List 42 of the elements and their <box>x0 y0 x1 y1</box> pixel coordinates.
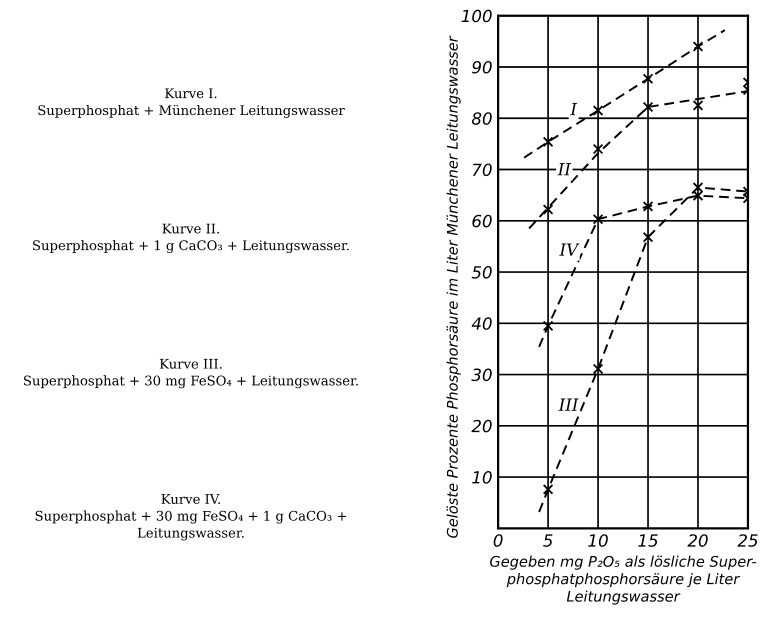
x-tick-label: 20 <box>687 534 708 547</box>
point <box>642 201 654 212</box>
x-tick-label: 5 <box>543 534 552 547</box>
x-tick-label: 0 <box>494 534 503 547</box>
text: Kurve II. Superphosphat + 1 g CaCO₃ + Leitungswasser. <box>33 224 349 254</box>
y-tick-label: 70 <box>472 163 492 176</box>
y-tick-label: 20 <box>471 420 492 432</box>
series-label: II <box>558 163 572 176</box>
point <box>592 214 604 225</box>
y-tick-label: 60 <box>472 214 492 228</box>
point <box>542 484 554 495</box>
point <box>692 41 704 52</box>
point <box>642 232 654 242</box>
x-axis-title: Gegeben mg P₂O₅ als lösliche Super- phosphatphosphorsäure je Liter Leitungswasser <box>490 556 756 605</box>
point <box>542 320 554 332</box>
y-tick-label: 40 <box>472 317 492 330</box>
y-tick-label: 80 <box>472 112 492 125</box>
point <box>592 105 604 116</box>
point <box>542 136 554 148</box>
x-tick-label: 10 <box>588 534 608 547</box>
point <box>692 182 704 193</box>
point <box>542 204 554 215</box>
y-axis-title: Gelöste Prozente Phosphorsäure im Liter Münchener Leitungswasser <box>446 36 461 538</box>
point <box>592 144 604 154</box>
y-tick-label: 90 <box>472 60 492 74</box>
text: Kurve III. Superphosphat + 30 mg FeSO₄ + Leitungswasser. <box>24 358 358 388</box>
x-tick-label: 15 <box>638 534 658 547</box>
point <box>592 364 604 374</box>
point <box>692 190 704 201</box>
point <box>692 100 704 111</box>
x-tick-label: 25 <box>737 534 758 547</box>
y-tick-label: 30 <box>471 368 492 382</box>
point <box>642 102 654 112</box>
y-tick-label: 50 <box>472 266 492 279</box>
text: Kurve I. Superphosphat + Münchener Leitungswasser <box>38 88 345 118</box>
series-label: III <box>558 398 579 411</box>
y-tick-label: 10 <box>472 471 492 484</box>
point <box>642 73 654 84</box>
text: Kurve IV. Superphosphat + 30 mg FeSO₄ + 1 g CaCO₃ + Leitungswasser. <box>36 494 346 540</box>
y-tick-label: 100 <box>462 10 492 22</box>
series-label: I <box>570 102 578 116</box>
series-label: IV <box>559 243 580 256</box>
